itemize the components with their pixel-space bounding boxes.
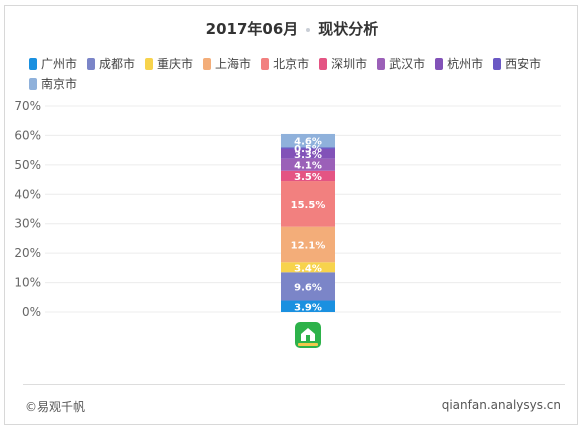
legend-swatch (203, 58, 212, 70)
y-tick-label: 70% (14, 99, 41, 113)
chart-title: 2017年06月 现状分析 (5, 18, 579, 39)
legend-item[interactable]: 杭州市 (435, 54, 483, 74)
legend-swatch (319, 58, 328, 70)
y-tick-label: 10% (14, 276, 41, 290)
footer-source: ©易观千帆 (25, 400, 86, 414)
chart-legend: 广州市 成都市 重庆市 上海市 北京市 深圳市 武汉市 杭州市 西安市南京市 (29, 54, 569, 94)
data-label: 4.1% (294, 161, 322, 172)
bar-segment (281, 272, 335, 301)
legend-swatch (493, 58, 502, 70)
data-label: 3.5% (294, 172, 322, 183)
data-label: 4.6% (294, 137, 322, 148)
data-label: 3.9% (294, 302, 322, 313)
house-app-icon (295, 322, 321, 348)
title-separator-dot (306, 27, 311, 32)
legend-label: 西安市 (505, 57, 542, 71)
data-label: 15.5% (291, 200, 326, 211)
legend-label: 广州市 (41, 57, 78, 71)
house-icon (301, 328, 315, 341)
legend-item[interactable]: 重庆市 (145, 54, 193, 74)
legend-label: 武汉市 (389, 57, 426, 71)
legend-swatch (261, 58, 270, 70)
data-label: 12.1% (291, 240, 326, 251)
bar-segment (281, 300, 335, 312)
bar-segment (281, 158, 335, 171)
chart-title-date: 2017年06月 (205, 20, 299, 38)
y-tick-label: 0% (22, 305, 41, 319)
legend-item[interactable]: 北京市 (261, 54, 309, 74)
bar-segment (281, 170, 335, 182)
stacked-bar (281, 133, 335, 312)
legend-item[interactable]: 西安市 (493, 54, 541, 74)
legend-item[interactable]: 成都市 (87, 54, 135, 74)
chart-title-text: 现状分析 (318, 20, 379, 38)
legend-label: 南京市 (41, 77, 78, 91)
legend-swatch (145, 58, 154, 70)
legend-item[interactable]: 武汉市 (377, 54, 425, 74)
data-label: 9.6% (294, 282, 322, 293)
legend-label: 重庆市 (157, 57, 194, 71)
legend-label: 成都市 (99, 57, 136, 71)
bar-segment (281, 181, 335, 227)
y-axis-ticks: 0% 10% 20% 30% 40% 50% 60% 70% (14, 99, 41, 319)
data-label: 3.4% (294, 263, 322, 274)
legend-item[interactable]: 南京市 (29, 74, 77, 94)
bar-segment (281, 133, 335, 148)
y-tick-label: 50% (14, 158, 41, 172)
data-labels: 3.9% 9.6% 3.4% 12.1% 15.5% 3.5%4.1%3.3%0.5%4.… (291, 137, 326, 314)
y-tick-label: 30% (14, 217, 41, 231)
data-label: 0.5% (294, 144, 322, 155)
legend-item[interactable]: 广州市 (29, 54, 77, 74)
app-icon-strip (298, 343, 318, 346)
bar-segment (281, 226, 335, 263)
bar-segment (281, 262, 335, 273)
legend-swatch (29, 58, 37, 70)
chart-panel: 2017年06月 现状分析 广州市 成都市 重庆市 上海市 北京市 深圳市 武汉市 杭州市 西安市… (4, 5, 578, 425)
y-tick-label: 40% (14, 187, 41, 201)
legend-label: 上海市 (215, 57, 252, 71)
house-door (306, 335, 310, 341)
legend-swatch (87, 58, 96, 70)
footer-url: qianfan.analysys.cn (441, 398, 561, 412)
footer-divider (23, 384, 565, 385)
legend-swatch (435, 58, 444, 70)
y-tick-label: 60% (14, 128, 41, 142)
chart-plot: 0% 10% 20% 30% 40% 50% 60% 70% 3.9% 9.6% 3.4% 12.1… (14, 99, 561, 348)
legend-item[interactable]: 深圳市 (319, 54, 367, 74)
legend-swatch (377, 58, 386, 70)
legend-swatch (29, 78, 37, 90)
bar-segment (281, 148, 335, 159)
data-label: 3.3% (294, 150, 322, 161)
legend-label: 北京市 (273, 57, 310, 71)
legend-item[interactable]: 上海市 (203, 54, 251, 74)
y-tick-label: 20% (14, 246, 41, 260)
legend-label: 杭州市 (447, 57, 484, 71)
bar-segment (281, 147, 335, 149)
legend-label: 深圳市 (331, 57, 368, 71)
